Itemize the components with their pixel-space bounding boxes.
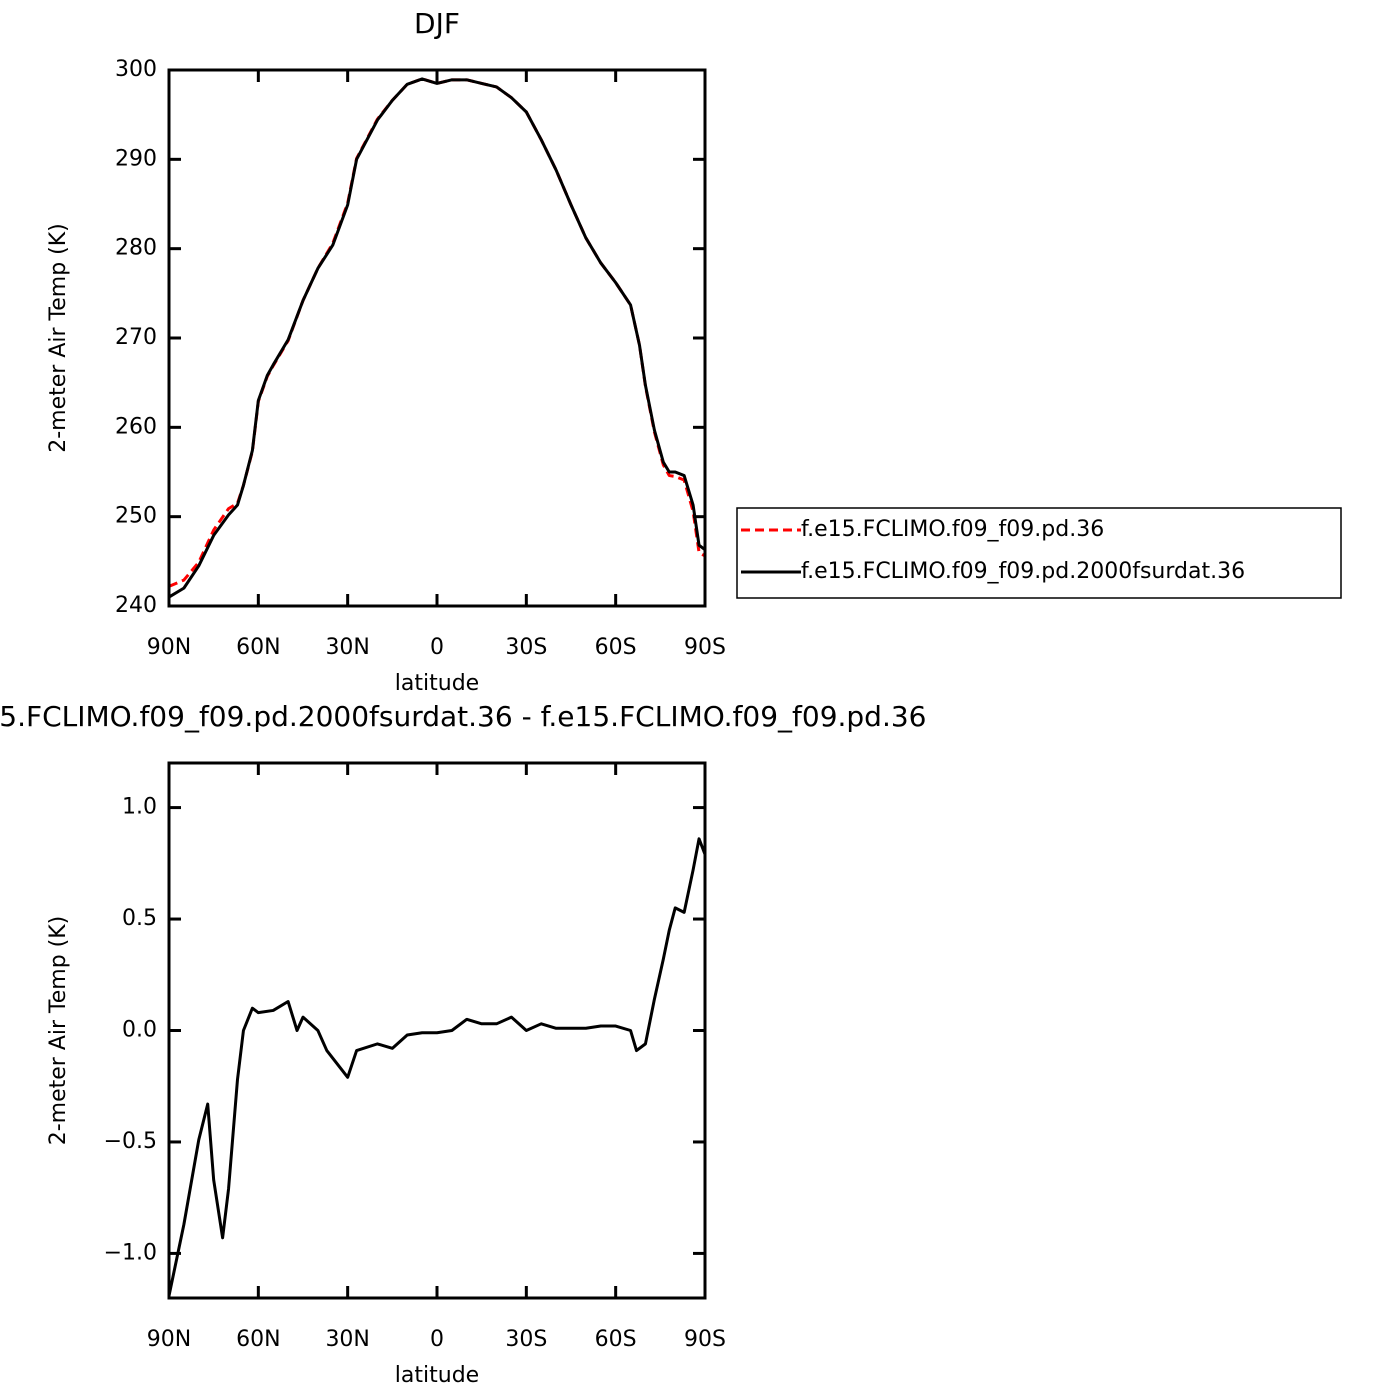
- x-tick-label: 60S: [595, 1327, 637, 1352]
- x-tick-label: 60N: [236, 635, 280, 660]
- x-tick-label: 0: [430, 1327, 444, 1352]
- x-tick-label: 60N: [236, 1327, 280, 1352]
- y-axis-label: 2-meter Air Temp (K): [46, 223, 71, 453]
- y-tick-label: 280: [115, 236, 157, 261]
- x-tick-label: 90S: [684, 635, 726, 660]
- y-tick-label: 0.5: [122, 906, 157, 931]
- x-tick-label: 0: [430, 635, 444, 660]
- legend-label: f.e15.FCLIMO.f09_f09.pd.36: [801, 517, 1104, 542]
- x-tick-label: 30N: [325, 1327, 369, 1352]
- y-tick-label: 1.0: [122, 795, 157, 820]
- x-tick-label: 90S: [684, 1327, 726, 1352]
- chart-title: f.e15.FCLIMO.f09_f09.pd.2000fsurdat.36 -…: [0, 700, 927, 733]
- y-axis-label: 2-meter Air Temp (K): [46, 916, 71, 1146]
- x-axis-label: latitude: [395, 671, 479, 696]
- y-tick-label: 290: [115, 146, 157, 171]
- x-tick-label: 60S: [595, 635, 637, 660]
- y-tick-label: 270: [115, 325, 157, 350]
- plot-frame: [167, 761, 707, 1300]
- y-tick-label: 0.0: [122, 1018, 157, 1043]
- y-tick-label: −0.5: [104, 1129, 157, 1154]
- y-tick-label: 300: [115, 57, 157, 82]
- plot-frame: [167, 68, 707, 608]
- x-tick-label: 30S: [505, 1327, 547, 1352]
- y-tick-label: 250: [115, 504, 157, 529]
- y-tick-label: 260: [115, 414, 157, 439]
- y-tick-label: 240: [115, 593, 157, 618]
- data-line: [168, 77, 706, 599]
- x-tick-label: 90N: [147, 635, 191, 660]
- x-tick-label: 30S: [505, 635, 547, 660]
- legend-box: [736, 507, 1342, 599]
- chart-title: DJF: [414, 7, 460, 40]
- x-axis-label: latitude: [395, 1363, 479, 1388]
- x-tick-label: 30N: [325, 635, 369, 660]
- data-line: [168, 77, 706, 588]
- x-tick-label: 90N: [147, 1327, 191, 1352]
- y-tick-label: −1.0: [104, 1240, 157, 1265]
- data-line: [167, 837, 707, 1297]
- legend-label: f.e15.FCLIMO.f09_f09.pd.2000fsurdat.36: [801, 559, 1245, 584]
